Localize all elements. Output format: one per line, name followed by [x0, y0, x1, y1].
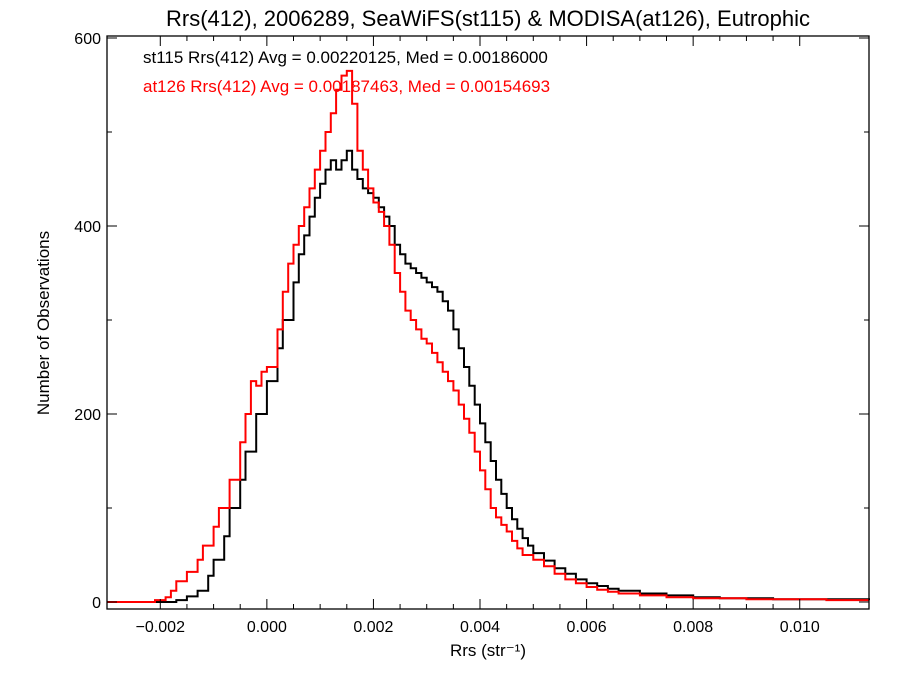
series-layer: [107, 69, 870, 603]
x-tick-label: 0.002: [353, 619, 393, 636]
x-tick-label: 0.010: [780, 619, 820, 636]
plot-frame: [106, 35, 870, 610]
x-tick-label: −0.002: [136, 619, 185, 636]
x-tick-label: 0.006: [567, 619, 607, 636]
y-axis-label: Number of Observations: [34, 231, 53, 415]
y-tick-label: 600: [74, 31, 101, 48]
x-tick-label: 0.004: [460, 619, 500, 636]
series-line-at126: [107, 69, 869, 603]
x-axis-label: Rrs (str⁻¹): [450, 641, 526, 660]
x-tick-label: 0.000: [247, 619, 287, 636]
annotation-at126: at126 Rrs(412) Avg = 0.00187463, Med = 0…: [143, 77, 550, 96]
y-tick-label: 200: [74, 407, 101, 424]
chart-title: Rrs(412), 2006289, SeaWiFS(st115) & MODI…: [166, 6, 810, 31]
y-tick-label: 0: [92, 595, 101, 612]
annotation-st115: st115 Rrs(412) Avg = 0.00220125, Med = 0…: [143, 48, 548, 67]
x-tick-label: 0.008: [673, 619, 713, 636]
y-tick-label: 400: [74, 219, 101, 236]
ticks-layer: −0.002 0.000 0.002 0.004 0.006 0.008 0.010 0 200…: [74, 31, 869, 636]
